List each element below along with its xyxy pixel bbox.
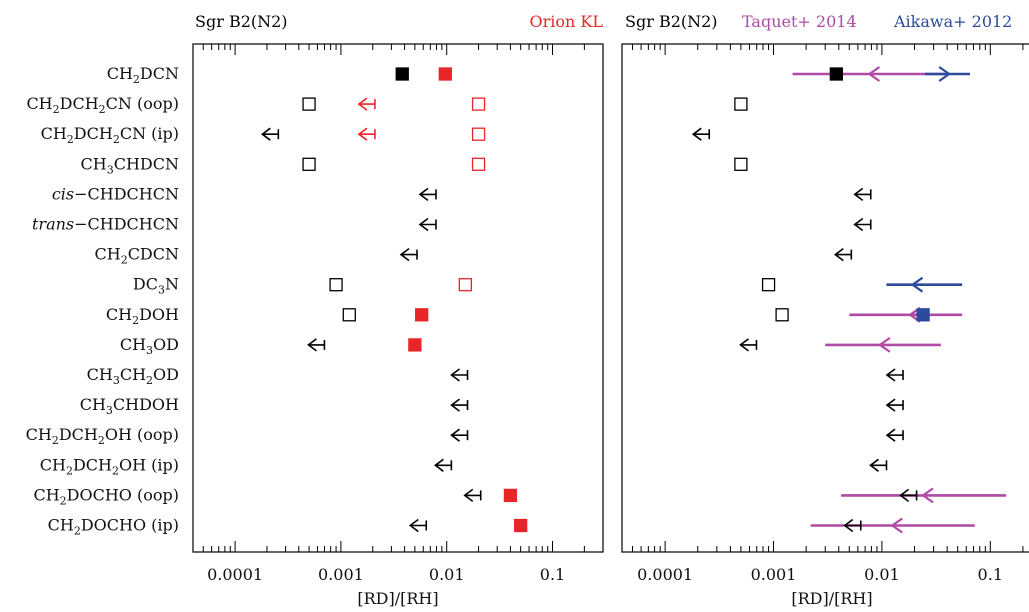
- tentative-marker: [471, 127, 486, 141]
- panel-right-title-aikawa: Aikawa+ 2012: [893, 12, 1012, 31]
- molecule-label: CH3CHDCN: [81, 154, 179, 176]
- x-tick-label: 0.1: [540, 565, 565, 584]
- molecule-label: CH2DCH2OH (oop): [26, 425, 179, 447]
- molecule-label: CH2DOCHO (ip): [48, 516, 179, 538]
- detection-marker: [395, 67, 409, 81]
- upper-limit-marker: [307, 338, 326, 352]
- upper-limit-marker: [833, 247, 853, 262]
- upper-limit-marker: [357, 127, 376, 141]
- upper-limit-marker: [853, 217, 872, 232]
- detection-marker: [415, 308, 429, 322]
- molecule-label: DC3N: [133, 275, 179, 297]
- upper-limit-marker: [418, 187, 437, 202]
- molecule-label: CH3OD: [120, 335, 179, 357]
- upper-limit-marker: [899, 488, 918, 503]
- upper-limit-marker: [399, 247, 418, 262]
- panel-left-title-orion: Orion KL: [530, 12, 604, 31]
- detection-marker: [438, 67, 452, 81]
- molecule-label: CH2DOH: [106, 305, 179, 327]
- taquet-model-range: [849, 306, 963, 323]
- x-tick-label: 0.001: [751, 565, 797, 584]
- upper-limit-marker: [450, 368, 469, 382]
- aikawa-model-range: [925, 66, 971, 82]
- tentative-marker: [761, 278, 776, 292]
- molecule-label: CH2DCH2CN (oop): [26, 94, 179, 116]
- panel-left-title: Sgr B2(N2): [195, 12, 288, 31]
- taquet-model-range: [841, 487, 1007, 504]
- tentative-marker: [458, 278, 472, 292]
- x-tick-label: 0.0001: [207, 565, 263, 584]
- right-x-ticks: 0.0001 0.001 0.01 0.1: [621, 44, 1024, 584]
- x-tick-label: 0.1: [978, 565, 1003, 584]
- aikawa-model-range: [886, 276, 963, 293]
- panel-right: 0.0001 0.001 0.01 0.1 Sgr B2(N2) Taquet+ 20…: [621, 12, 1029, 608]
- molecule-label: CH3CHDOH: [80, 395, 179, 417]
- x-axis-label-right: [RD]/[RH]: [791, 589, 872, 608]
- molecule-label: trans−CHDCHCN: [32, 215, 179, 234]
- detection-marker: [503, 488, 518, 503]
- tentative-marker: [734, 157, 748, 171]
- tentative-marker: [342, 308, 356, 322]
- x-tick-label: 0.001: [318, 565, 364, 584]
- aikawa-model-point: [916, 308, 930, 322]
- left-data-marks: [261, 67, 528, 533]
- upper-limit-marker: [434, 458, 453, 472]
- molecule-label: CH2CDCN: [94, 245, 179, 267]
- upper-limit-marker: [869, 458, 888, 472]
- taquet-model-range: [792, 66, 945, 82]
- upper-limit-marker: [885, 398, 904, 412]
- taquet-model-range: [810, 517, 975, 534]
- detection-marker: [408, 338, 422, 352]
- molecule-labels: CH2DCN CH2DCH2CN (oop) CH2DCH2CN (ip) CH3CH…: [26, 64, 179, 538]
- x-tick-label: 0.01: [429, 565, 465, 584]
- x-tick-label: 0.01: [864, 565, 900, 584]
- panel-right-title-taquet: Taquet+ 2014: [742, 12, 857, 31]
- detection-marker: [514, 518, 528, 533]
- panel-left: 0.0001 0.001 0.01 0.1 Sgr B2(N2) Orion KL […: [192, 12, 604, 608]
- molecule-label: CH3CH2OD: [87, 365, 179, 387]
- upper-limit-marker: [739, 338, 758, 352]
- upper-limit-marker: [357, 97, 376, 111]
- upper-limit-marker: [691, 127, 711, 141]
- upper-limit-marker: [853, 187, 872, 202]
- tentative-marker: [471, 157, 486, 171]
- molecule-label: cis−CHDCHCN: [52, 184, 179, 203]
- upper-limit-marker: [450, 398, 469, 412]
- upper-limit-marker: [463, 488, 482, 503]
- molecule-label: CH2DOCHO (oop): [33, 485, 179, 507]
- molecule-label: CH2DCH2CN (ip): [41, 124, 179, 146]
- upper-limit-marker: [408, 518, 428, 533]
- taquet-model-range: [825, 336, 941, 353]
- upper-limit-marker: [261, 127, 280, 141]
- detection-marker: [829, 67, 844, 81]
- x-tick-label: 0.0001: [637, 565, 693, 584]
- panel-right-frame: [621, 43, 1029, 553]
- panel-right-title-sgr: Sgr B2(N2): [625, 12, 718, 31]
- upper-limit-marker: [885, 368, 904, 382]
- tentative-marker: [329, 278, 343, 292]
- tentative-marker: [302, 157, 316, 171]
- panel-left-frame: [192, 43, 604, 553]
- tentative-marker: [302, 97, 316, 111]
- tentative-marker: [775, 308, 789, 322]
- left-x-ticks: 0.0001 0.001 0.01 0.1: [192, 44, 585, 584]
- upper-limit-marker: [885, 428, 904, 442]
- upper-limit-marker: [843, 518, 862, 533]
- upper-limit-marker: [450, 428, 469, 442]
- tentative-marker: [734, 97, 748, 111]
- x-axis-label-left: [RD]/[RH]: [357, 589, 438, 608]
- tentative-marker: [471, 97, 486, 111]
- right-data-marks: [691, 66, 1007, 534]
- molecule-label: CH2DCN: [107, 64, 179, 86]
- upper-limit-marker: [418, 217, 437, 232]
- molecule-label: CH2DCH2OH (ip): [40, 455, 179, 477]
